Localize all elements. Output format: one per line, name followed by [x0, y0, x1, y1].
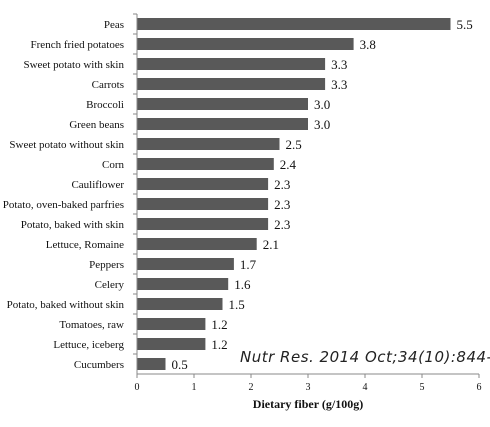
category-label: Corn	[102, 159, 125, 171]
value-label: 1.7	[240, 257, 257, 272]
category-label: Green beans	[69, 119, 124, 131]
category-label: Broccoli	[86, 99, 124, 111]
value-label: 3.0	[314, 97, 330, 112]
value-label: 3.0	[314, 117, 330, 132]
bar-1	[137, 38, 354, 50]
category-label: Cucumbers	[74, 359, 124, 371]
value-label: 5.5	[457, 17, 473, 32]
bar-3	[137, 78, 326, 90]
category-label: Sweet potato with skin	[23, 59, 124, 71]
value-label: 2.3	[274, 197, 290, 212]
category-label: Sweet potato without skin	[9, 139, 124, 151]
category-label: Peas	[104, 19, 124, 31]
value-label: 1.2	[211, 337, 227, 352]
value-label: 3.3	[331, 57, 347, 72]
x-tick-label: 1	[192, 382, 197, 393]
category-label: Peppers	[89, 259, 124, 271]
bar-2	[137, 58, 326, 70]
bar-6	[137, 138, 280, 150]
x-tick-label: 3	[306, 382, 311, 393]
x-tick-label: 2	[249, 382, 254, 393]
bar-11	[137, 238, 257, 250]
category-label: Lettuce, Romaine	[46, 239, 124, 251]
value-label: 2.3	[274, 217, 290, 232]
bar-0	[137, 18, 451, 30]
bar-8	[137, 178, 269, 190]
value-label: 3.3	[331, 77, 347, 92]
bar-16	[137, 338, 206, 350]
citation-annotation: Nutr Res. 2014 Oct;34(10):844-50.	[240, 348, 490, 366]
x-tick-label: 6	[477, 382, 482, 393]
bar-17	[137, 358, 166, 370]
bar-10	[137, 218, 269, 230]
category-label: Tomatoes, raw	[59, 319, 124, 331]
x-tick-label: 5	[420, 382, 425, 393]
bar-5	[137, 118, 308, 130]
x-axis: 0 1 2 3 4 5 6	[133, 13, 482, 393]
category-label: Potato, baked with skin	[21, 219, 125, 231]
value-label: 1.6	[234, 277, 251, 292]
value-label: 0.5	[172, 357, 188, 372]
category-label: French fried potatoes	[31, 39, 124, 51]
value-label: 2.3	[274, 177, 290, 192]
value-label: 2.4	[280, 157, 297, 172]
value-label: 3.8	[360, 37, 376, 52]
category-label: Potato, baked without skin	[7, 299, 125, 311]
value-label: 1.2	[211, 317, 227, 332]
x-tick-label: 0	[135, 382, 140, 393]
bar-14	[137, 298, 223, 310]
labels-layer: Peas 5.5 French fried potatoes 3.8 Sweet pot…	[3, 17, 473, 372]
bar-12	[137, 258, 234, 270]
category-label: Celery	[95, 279, 125, 291]
category-label: Carrots	[92, 79, 124, 91]
bar-4	[137, 98, 308, 110]
value-label: 2.5	[286, 137, 302, 152]
category-label: Potato, oven-baked parfries	[3, 199, 124, 211]
value-label: 2.1	[263, 237, 279, 252]
bar-7	[137, 158, 274, 170]
x-tick-label: 4	[363, 382, 368, 393]
x-axis-title: Dietary fiber (g/100g)	[253, 397, 363, 411]
category-label: Lettuce, iceberg	[53, 339, 124, 351]
bar-15	[137, 318, 206, 330]
category-label: Cauliflower	[71, 179, 124, 191]
bars-layer	[137, 18, 451, 370]
value-label: 1.5	[229, 297, 245, 312]
bar-9	[137, 198, 269, 210]
bar-13	[137, 278, 229, 290]
